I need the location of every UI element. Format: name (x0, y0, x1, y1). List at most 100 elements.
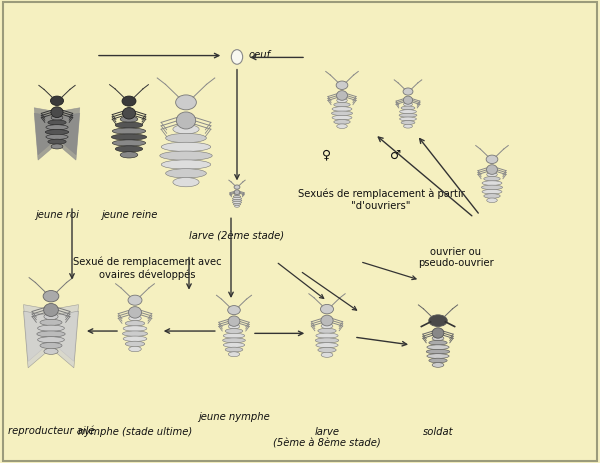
Ellipse shape (232, 200, 242, 201)
Text: jeune roi: jeune roi (35, 210, 79, 220)
Ellipse shape (337, 124, 347, 128)
Ellipse shape (334, 102, 350, 107)
Ellipse shape (427, 354, 449, 358)
Text: jeune nymphe: jeune nymphe (198, 412, 270, 422)
Text: nymphe (stade ultime): nymphe (stade ultime) (78, 427, 192, 438)
Ellipse shape (123, 336, 147, 341)
Ellipse shape (318, 328, 336, 333)
Ellipse shape (318, 348, 336, 352)
Ellipse shape (38, 337, 64, 343)
Ellipse shape (432, 336, 444, 341)
Ellipse shape (50, 96, 64, 106)
Ellipse shape (429, 358, 447, 363)
Polygon shape (55, 311, 79, 368)
Ellipse shape (399, 113, 417, 117)
Ellipse shape (115, 122, 143, 128)
Ellipse shape (316, 333, 338, 338)
Ellipse shape (235, 194, 239, 196)
Ellipse shape (429, 340, 447, 345)
Ellipse shape (432, 363, 444, 367)
Ellipse shape (225, 347, 243, 352)
Ellipse shape (161, 160, 211, 169)
Ellipse shape (128, 307, 142, 318)
Ellipse shape (400, 117, 416, 121)
Ellipse shape (44, 313, 58, 319)
Ellipse shape (234, 185, 240, 189)
Ellipse shape (321, 324, 333, 329)
Ellipse shape (482, 189, 502, 194)
Ellipse shape (320, 305, 334, 314)
Ellipse shape (223, 338, 245, 343)
Text: oeuf: oeuf (249, 50, 271, 60)
Ellipse shape (48, 120, 66, 125)
Ellipse shape (481, 185, 503, 190)
Ellipse shape (228, 316, 240, 326)
Ellipse shape (161, 142, 211, 151)
Ellipse shape (332, 107, 352, 111)
Ellipse shape (487, 172, 497, 177)
Text: ♀: ♀ (322, 149, 332, 162)
Ellipse shape (337, 98, 347, 103)
Ellipse shape (112, 140, 146, 146)
Ellipse shape (232, 50, 242, 64)
Text: jeune reine: jeune reine (101, 210, 157, 220)
Ellipse shape (223, 343, 245, 347)
Ellipse shape (51, 107, 63, 118)
Ellipse shape (232, 198, 242, 200)
Ellipse shape (225, 329, 243, 333)
Ellipse shape (337, 91, 347, 100)
Ellipse shape (122, 331, 148, 336)
Ellipse shape (487, 165, 497, 175)
Polygon shape (55, 305, 79, 361)
Ellipse shape (228, 306, 240, 315)
Ellipse shape (125, 321, 145, 326)
Text: ouvrier ou
pseudo-ouvrier: ouvrier ou pseudo-ouvrier (418, 247, 494, 269)
Ellipse shape (426, 349, 450, 354)
Ellipse shape (173, 125, 199, 134)
Ellipse shape (125, 341, 145, 347)
Ellipse shape (38, 325, 64, 331)
Ellipse shape (48, 139, 66, 144)
Ellipse shape (486, 155, 498, 163)
Ellipse shape (321, 352, 333, 357)
Ellipse shape (122, 107, 136, 119)
Ellipse shape (160, 151, 212, 160)
Ellipse shape (404, 102, 412, 106)
Ellipse shape (332, 115, 352, 120)
Ellipse shape (235, 205, 239, 207)
Ellipse shape (176, 112, 196, 129)
Ellipse shape (232, 201, 242, 203)
Ellipse shape (37, 331, 65, 337)
Ellipse shape (166, 133, 206, 143)
Ellipse shape (44, 348, 58, 354)
Text: Sexué de remplacement avec
ovaires développés: Sexué de remplacement avec ovaires dével… (73, 257, 221, 280)
Ellipse shape (115, 146, 143, 152)
Ellipse shape (427, 345, 449, 350)
Ellipse shape (51, 144, 63, 149)
Ellipse shape (429, 315, 447, 326)
Ellipse shape (229, 324, 239, 329)
Ellipse shape (233, 203, 241, 205)
Ellipse shape (334, 119, 350, 124)
Text: larve (2ème stade): larve (2ème stade) (190, 232, 284, 242)
Ellipse shape (129, 346, 141, 352)
Ellipse shape (128, 295, 142, 305)
Ellipse shape (331, 111, 353, 116)
Polygon shape (34, 108, 53, 155)
Ellipse shape (487, 198, 497, 202)
Polygon shape (61, 113, 80, 160)
Ellipse shape (336, 81, 348, 89)
Ellipse shape (432, 328, 444, 338)
Ellipse shape (233, 195, 241, 198)
Ellipse shape (129, 316, 141, 321)
Ellipse shape (403, 88, 413, 95)
Ellipse shape (46, 125, 68, 130)
Ellipse shape (484, 176, 500, 181)
Text: soldat: soldat (423, 427, 453, 438)
Ellipse shape (176, 95, 196, 110)
Ellipse shape (45, 130, 69, 135)
Polygon shape (23, 305, 47, 361)
Polygon shape (61, 108, 80, 155)
Ellipse shape (321, 315, 333, 326)
Ellipse shape (482, 181, 502, 185)
